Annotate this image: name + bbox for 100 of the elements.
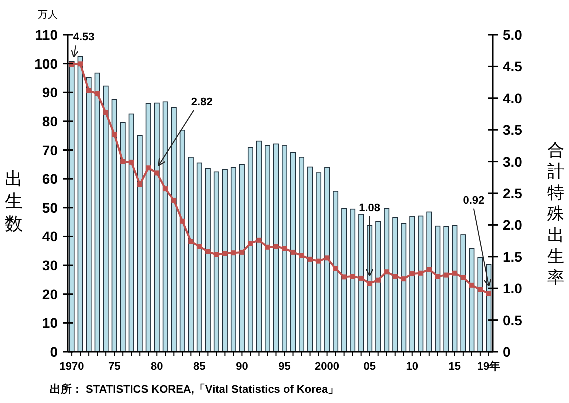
bar [376, 221, 382, 352]
annotation: 1.08 [359, 202, 381, 214]
x-tick-label: 05 [364, 361, 376, 373]
y2-tick-label: 3.5 [503, 122, 523, 138]
point [299, 253, 304, 258]
point [435, 274, 440, 280]
point [282, 246, 288, 252]
point [324, 256, 330, 261]
bar [460, 234, 466, 352]
point [188, 239, 194, 244]
x-tick-label: 85 [194, 361, 206, 373]
text: 出所： STATISTICS KOREA,「Vital Statistics of Korea」 [50, 383, 340, 396]
point [206, 249, 211, 254]
y2-axis-title: 合計特殊出生率 [548, 140, 564, 287]
point [95, 91, 100, 96]
point [376, 278, 381, 283]
y2-tick-label: 0 [503, 344, 511, 360]
bar [358, 214, 364, 352]
annotation: 4.53 [73, 32, 95, 44]
point [290, 250, 296, 255]
bar [264, 145, 270, 352]
x-tick-label: 1970 [60, 361, 84, 373]
bar [333, 191, 339, 352]
bar [188, 157, 194, 352]
bar [86, 77, 92, 352]
bar [239, 164, 245, 352]
point [146, 166, 152, 171]
point [172, 198, 177, 203]
y-tick-label: 0 [50, 344, 58, 360]
point [367, 281, 372, 286]
y2-tick-label: 1.5 [503, 248, 523, 265]
point [444, 272, 449, 278]
point [256, 238, 262, 243]
point [86, 88, 92, 94]
point [129, 160, 134, 165]
bar [128, 114, 134, 352]
bar [410, 216, 416, 352]
x-tick-label: 80 [151, 361, 164, 373]
bar [69, 61, 75, 352]
bar [205, 168, 211, 352]
point [197, 244, 202, 250]
bar [392, 217, 398, 352]
bar [316, 172, 322, 352]
y-tick-label: 80 [42, 113, 58, 130]
bar [444, 226, 450, 352]
x-tick-label: 75 [108, 361, 121, 373]
x-tick-label: 15 [448, 361, 462, 373]
bar [103, 86, 109, 352]
y-tick-label: 90 [42, 84, 58, 101]
bar [230, 167, 236, 352]
y2-tick-label: 1.0 [503, 280, 523, 297]
bar [256, 140, 262, 352]
y2-tick-label: 5.0 [503, 27, 523, 43]
x-tick-label: 2000 [315, 361, 340, 373]
point [333, 266, 338, 272]
point [154, 170, 160, 176]
y2-tick-label: 3.0 [503, 154, 523, 170]
y2-tick-label: 4.0 [503, 90, 523, 106]
bar [146, 103, 152, 352]
point [222, 251, 228, 256]
point [248, 241, 254, 246]
y2-tick-label: 0.5 [503, 312, 523, 328]
point [308, 256, 313, 262]
annotation: 0.92 [463, 194, 485, 207]
bar [162, 102, 168, 352]
point [274, 244, 279, 250]
point [112, 132, 118, 138]
y-tick-label: 60 [42, 171, 58, 188]
bar [112, 99, 118, 352]
point [231, 250, 236, 256]
y-tick-label: 40 [42, 228, 58, 245]
bar [478, 257, 484, 352]
text: 万人 [38, 10, 58, 21]
bar [384, 208, 390, 352]
point [452, 270, 458, 276]
y-axis-title: 出生数 [5, 169, 23, 234]
point [265, 244, 270, 250]
y2-tick-label: 2.5 [503, 186, 523, 202]
point [460, 275, 466, 280]
bar [222, 169, 228, 352]
bar [299, 157, 305, 352]
point [180, 218, 186, 224]
point [120, 159, 126, 164]
bar [418, 216, 424, 352]
point [342, 274, 347, 280]
bar [248, 147, 254, 352]
bar [94, 72, 100, 352]
point [410, 272, 415, 277]
bar [308, 166, 314, 352]
bar [324, 167, 330, 352]
point [401, 276, 406, 282]
x-tick-label: 90 [236, 361, 248, 373]
point [78, 62, 84, 67]
bar [154, 102, 160, 352]
bar [180, 130, 186, 352]
y-tick-label: 110 [35, 27, 58, 43]
y2-tick-label: 4.5 [503, 58, 523, 75]
y-tick-label: 70 [42, 142, 58, 158]
point [384, 270, 390, 275]
x-tick-label: 19年 [477, 360, 501, 373]
